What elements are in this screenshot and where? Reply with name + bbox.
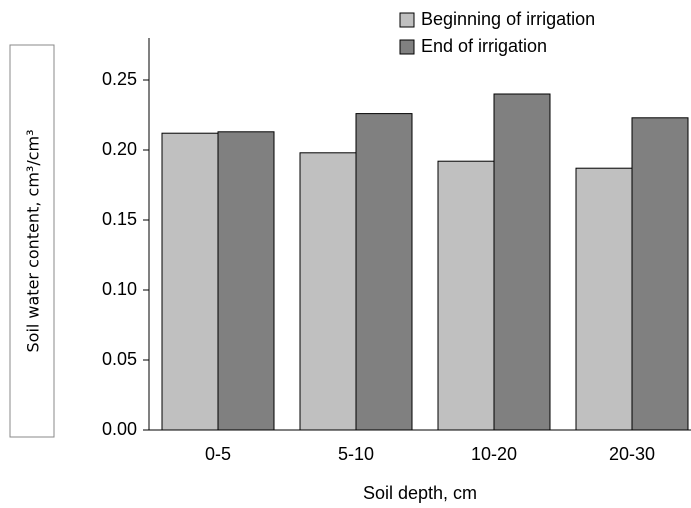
legend-swatch (399, 12, 415, 28)
x-axis-label: Soil depth, cm (363, 483, 477, 503)
y-axis-label: Soil water content, cm³/cm³ (24, 129, 43, 352)
bar (217, 131, 275, 431)
y-tick-label: 0.10 (102, 279, 137, 299)
y-label-box (9, 44, 55, 438)
legend-label: Beginning of irrigation (421, 9, 595, 29)
x-tick-label: 5-10 (338, 444, 374, 464)
bar (437, 160, 495, 431)
y-tick-label: 0.00 (102, 419, 137, 439)
y-tick-label: 0.25 (102, 69, 137, 89)
y-tick-label: 0.20 (102, 139, 137, 159)
bar (575, 167, 633, 431)
bar (299, 152, 357, 431)
x-tick-label: 0-5 (205, 444, 231, 464)
bar (355, 113, 413, 431)
y-tick-label: 0.15 (102, 209, 137, 229)
x-tick-label: 10-20 (471, 444, 517, 464)
y-tick-label: 0.05 (102, 349, 137, 369)
bar (493, 93, 551, 431)
bar (161, 132, 219, 431)
legend-label: End of irrigation (421, 36, 547, 56)
legend-swatch (399, 39, 415, 55)
bar (631, 117, 689, 431)
x-tick-label: 20-30 (609, 444, 655, 464)
